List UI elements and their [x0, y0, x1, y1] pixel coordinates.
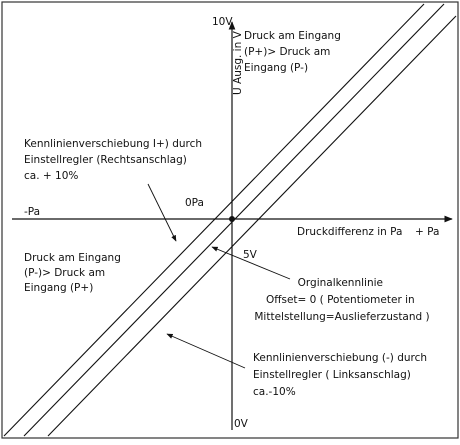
- x-axis-title: Druckdifferenz in Pa: [297, 226, 402, 238]
- y-axis-top-label: 10V: [212, 16, 233, 28]
- upper-right-region-text: Druck am Eingang (P+)> Druck am Eingang …: [244, 30, 344, 74]
- x-axis-left-label: -Pa: [24, 206, 40, 218]
- shift-plus-annotation: Kennlinienverschiebung I+) durch Einstel…: [24, 138, 205, 182]
- shift-plus-pointer: [147, 183, 177, 242]
- original-pointer: [211, 246, 291, 280]
- shift-minus-annotation: Kennlinienverschiebung (-) durch Einstel…: [253, 352, 430, 398]
- x-axis-right-label: + Pa: [415, 226, 439, 238]
- original-annotation: Orginalkennlinie Offset= 0 ( Potentiomet…: [254, 277, 429, 323]
- y-axis-title: U Ausg. in V: [232, 30, 244, 95]
- lower-left-region-text: Druck am Eingang (P-)> Druck am Eingang …: [24, 252, 124, 294]
- shift-minus-pointer: [166, 333, 246, 369]
- origin-point: [229, 216, 235, 222]
- characteristic-line-plus: [3, 3, 425, 437]
- characteristic-line-minus: [47, 15, 457, 437]
- origin-label: 0Pa: [185, 197, 204, 209]
- mid-voltage-label: 5V: [243, 249, 258, 261]
- y-axis-bottom-label: 0V: [234, 418, 249, 430]
